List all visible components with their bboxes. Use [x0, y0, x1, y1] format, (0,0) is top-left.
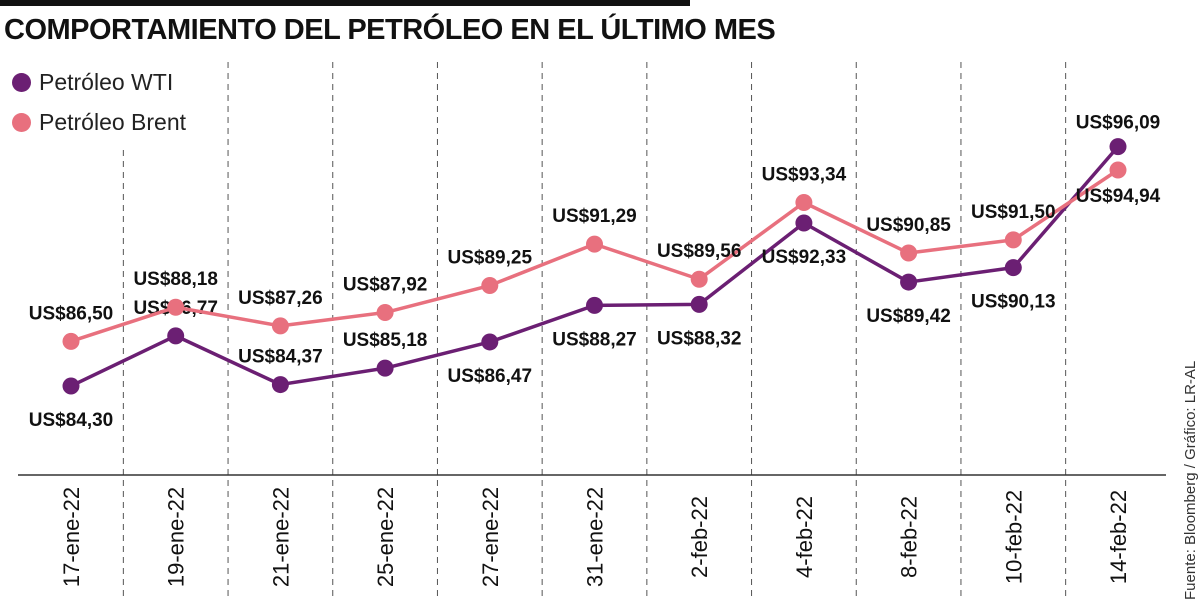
data-label-wti: US$88,27 — [552, 329, 637, 350]
x-tick-label: 17-ene-22 — [59, 487, 84, 587]
x-tick-label: 8-feb-22 — [897, 496, 922, 578]
x-tick-label: 27-ene-22 — [478, 487, 503, 587]
data-label-wti: US$92,33 — [762, 247, 847, 268]
x-tick-label: 14-feb-22 — [1106, 490, 1131, 584]
data-point-brent — [167, 298, 185, 316]
data-label-wti: US$88,32 — [657, 328, 742, 349]
data-point-brent — [1004, 231, 1022, 249]
legend-label-wti: Petróleo WTI — [39, 68, 174, 95]
data-label-wti: US$89,42 — [866, 306, 951, 327]
data-label-brent: US$87,26 — [238, 288, 323, 309]
data-point-wti — [1004, 259, 1022, 277]
data-label-brent: US$89,25 — [448, 248, 533, 269]
data-label-wti: US$96,09 — [1076, 113, 1161, 134]
data-label-brent: US$88,18 — [133, 269, 218, 290]
data-label-brent: US$91,50 — [971, 202, 1056, 223]
x-tick-label: 4-feb-22 — [792, 496, 817, 578]
data-label-brent: US$94,94 — [1076, 186, 1161, 207]
data-label-wti: US$84,30 — [29, 410, 114, 431]
chart-title: COMPORTAMIENTO DEL PETRÓLEO EN EL ÚLTIMO… — [4, 14, 776, 46]
data-label-brent: US$89,56 — [657, 241, 742, 262]
x-tick-label: 10-feb-22 — [1001, 490, 1026, 584]
data-label-wti: US$85,18 — [343, 330, 428, 351]
data-point-brent — [481, 277, 499, 295]
data-point-brent — [690, 270, 708, 288]
data-label-brent: US$86,50 — [29, 303, 114, 324]
data-point-brent — [1109, 161, 1127, 179]
data-point-wti — [271, 376, 289, 394]
x-tick-label: 19-ene-22 — [164, 487, 189, 587]
data-point-brent — [900, 244, 918, 262]
x-tick-label: 31-ene-22 — [583, 487, 608, 587]
legend-swatch-wti — [12, 72, 31, 92]
data-point-wti — [795, 214, 813, 232]
data-point-wti — [586, 296, 603, 314]
data-label-brent: US$93,34 — [762, 164, 847, 185]
legend: Petróleo WTI Petróleo Brent — [12, 62, 186, 142]
data-point-wti — [690, 295, 708, 313]
legend-label-brent: Petróleo Brent — [39, 108, 187, 135]
data-point-brent — [376, 304, 394, 322]
data-point-wti — [900, 273, 918, 291]
data-point-wti — [167, 327, 185, 345]
data-label-brent: US$90,85 — [866, 215, 951, 236]
data-point-brent — [62, 332, 80, 350]
data-point-wti — [481, 333, 499, 351]
title-rule — [0, 0, 690, 6]
source-note: Fuente: Bloomberg / Gráfico: LR-AL — [1182, 360, 1199, 600]
data-point-brent — [795, 193, 813, 211]
legend-swatch-brent — [12, 112, 31, 132]
legend-item-wti: Petróleo WTI — [12, 62, 186, 102]
data-label-brent: US$91,29 — [552, 206, 637, 227]
data-point-brent — [586, 235, 603, 253]
data-label-brent: US$87,92 — [343, 275, 428, 296]
data-label-wti: US$84,37 — [238, 347, 323, 368]
data-label-wti: US$90,13 — [971, 292, 1056, 313]
x-tick-label: 25-ene-22 — [373, 487, 398, 587]
data-point-wti — [62, 377, 80, 395]
data-point-brent — [271, 317, 289, 335]
data-label-wti: US$86,47 — [448, 366, 533, 387]
data-point-wti — [1109, 138, 1127, 156]
x-tick-label: 21-ene-22 — [268, 487, 293, 587]
data-point-wti — [376, 359, 394, 377]
x-tick-label: 2-feb-22 — [687, 496, 712, 578]
legend-item-brent: Petróleo Brent — [12, 102, 186, 142]
